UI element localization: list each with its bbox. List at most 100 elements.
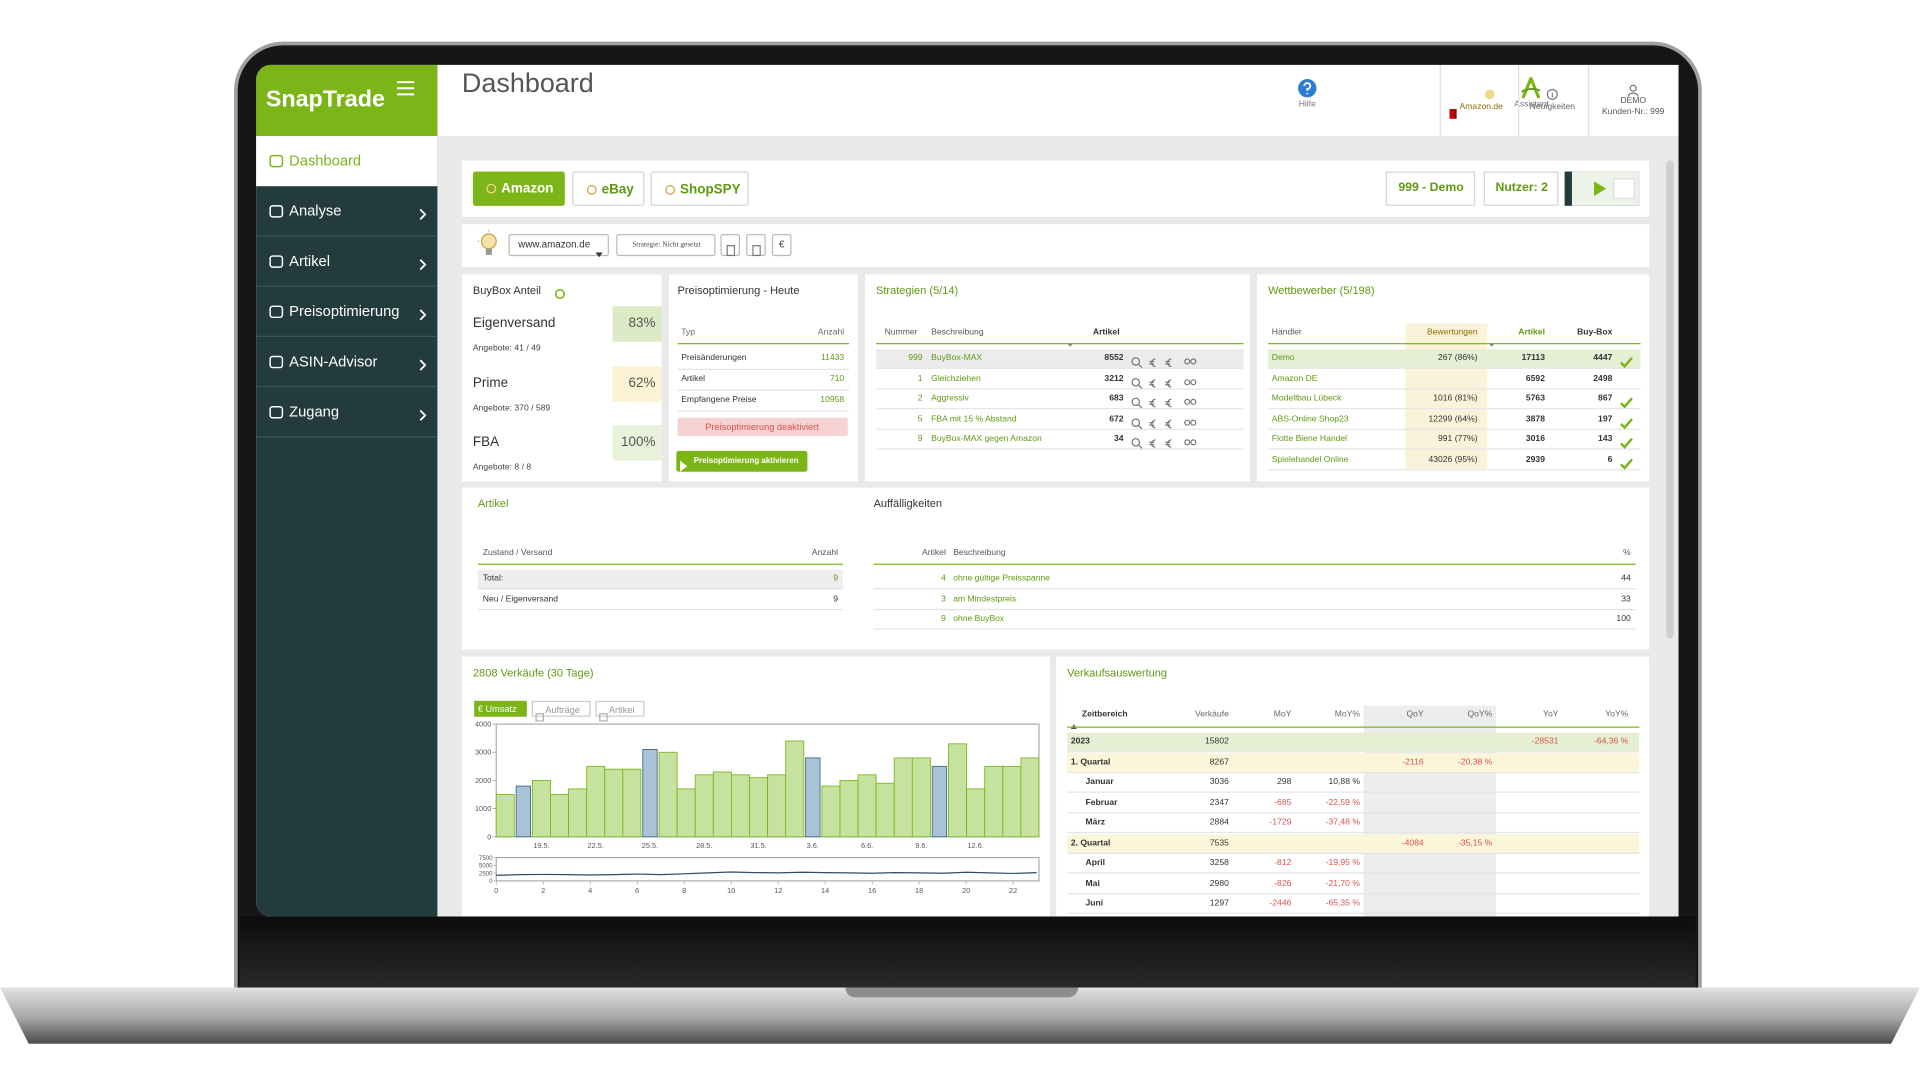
nav-item[interactable]: Preisoptimierung [256,287,438,337]
nav-label: Zugang [289,402,340,420]
sales-bar [712,771,732,838]
sales-bar [966,788,986,838]
strategy-select[interactable]: Strategie: Nicht gesetzt [616,234,716,257]
buybox-label: Prime [472,375,509,391]
row-rule [677,368,850,371]
table-row [876,369,1244,390]
buybox-check [1620,455,1633,470]
icon-part [1149,378,1156,388]
site-select[interactable]: www.amazon.de [508,234,609,258]
icon-part [1620,397,1633,409]
x-tick-label: 10 [727,886,735,895]
activate-button[interactable]: Preisoptimierung aktivieren [676,450,808,472]
icon-part [1298,79,1317,98]
buybox-offers: Angebote: 41 / 49 [472,344,541,353]
assistant-label[interactable]: Assistent [1514,100,1549,110]
column-header: Artikel [1092,328,1120,337]
table-row [1067,773,1640,793]
icon-part [1131,417,1197,429]
channel-tab[interactable]: Amazon [472,171,565,206]
sidebar: SnapTrade Dashboard Analyse Artikel Preisopt… [256,64,438,917]
table-row [876,430,1244,450]
help-label[interactable]: Hilfe [1298,100,1316,110]
icon-part [419,359,427,371]
row-label: Preisänderungen [681,354,747,363]
panel-title: Strategien (5/14) [876,283,959,296]
icon-part [1546,88,1558,100]
nav-label: Analyse [289,201,342,219]
icon-part [1137,444,1143,449]
icon-part [1137,403,1143,409]
nav-label: Preisoptimierung [289,302,400,320]
buybox-offers: Angebote: 370 / 589 [472,403,551,413]
icon-part [752,245,761,257]
bulb-icon [475,227,500,259]
sales-bar [875,782,895,838]
icon-part [1303,82,1312,95]
nav-item[interactable]: Artikel [256,236,438,287]
share-cell [612,425,662,461]
sales-bar [767,774,787,838]
icon-part [269,205,284,218]
channel-icon [586,183,598,198]
channel-label: ShopSPY [679,182,741,198]
sales-bar [515,785,531,838]
table-row [1067,814,1640,834]
icon-part [1620,417,1633,430]
icon-part [486,183,497,194]
icon-part [1131,357,1141,366]
icon-part [752,245,761,257]
sales-bar [1002,765,1022,838]
icon-part [475,227,497,255]
nav-item[interactable]: Analyse [256,186,438,237]
icon-part [1190,419,1197,426]
currency-button[interactable]: € [771,234,792,257]
icon-part [1184,439,1191,446]
sales-bar [604,768,624,838]
sales-bar [839,780,859,838]
nav-item[interactable]: Zugang [256,387,438,438]
row-rule [677,410,850,412]
sales-bar [642,749,658,838]
icon-part [1620,458,1633,470]
table-row [1067,732,1640,753]
competitors-panel: Wettbewerber (5/198) Händler Bewertungen Ar… [1257,274,1650,482]
export-button[interactable] [720,234,741,257]
sales-bar [948,743,968,838]
news-label[interactable]: Neuigkeiten [1529,102,1575,112]
icon-part [1131,377,1197,389]
tutorial-video [1563,170,1640,207]
table-row [1067,854,1640,874]
table-row [477,569,843,590]
nav-item[interactable]: ASIN-Advisor [256,337,438,388]
nav-chevron [418,205,428,220]
x-tick-label: 12 [774,886,782,895]
nav-chevron [418,305,428,321]
column-header: Beschreibung [931,328,984,337]
nav-item[interactable]: Dashboard [256,135,438,187]
channel-tab[interactable]: eBay [572,171,645,206]
marketplace-label[interactable]: Amazon.de [1459,102,1503,112]
icon-part [1131,417,1141,427]
users-button[interactable]: Nutzer: 2 [1483,171,1559,206]
icon-part [419,259,427,271]
table-row [1268,349,1641,369]
sales-bar [550,794,570,838]
export-button[interactable] [746,234,766,257]
settings-icon [554,284,566,300]
rating-column [1405,323,1488,470]
header-divider [1518,64,1520,136]
column-header: Zustand / Versand [482,548,553,558]
x-tick-label: 20 [962,886,970,895]
icon-part [1190,398,1197,405]
icon-part [1165,398,1172,408]
header-rule [876,343,1244,345]
icon-part [599,713,608,722]
laptop-notch [845,987,1079,998]
sales-bar [694,774,714,838]
account-button[interactable]: 999 - Demo [1385,171,1476,206]
screen: SnapTrade Dashboard Analyse Artikel Preisopt… [256,64,1679,917]
channel-tab[interactable]: ShopSPY [650,171,749,206]
x-tick-label: 2 [541,886,545,895]
icon-part [419,309,427,321]
